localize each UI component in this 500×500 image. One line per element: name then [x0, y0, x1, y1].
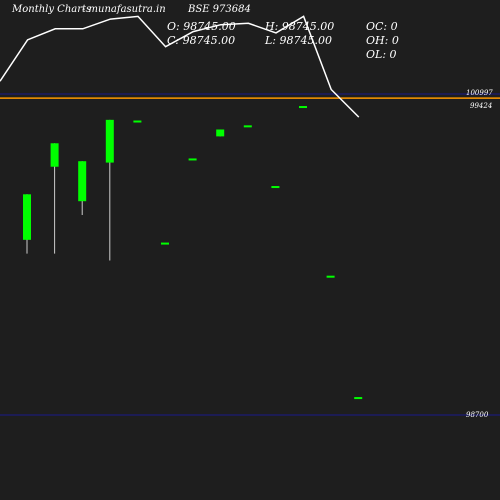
chart-title: Monthly Charts	[12, 4, 92, 15]
low-value: L: 98745.00	[265, 34, 332, 47]
y-tick-label-3: 98700	[466, 411, 489, 419]
oh-value: OH: 0	[366, 34, 399, 47]
y-tick-label-2: 99424	[470, 102, 493, 110]
candle-body	[299, 106, 307, 109]
open-value: O: 98745.00	[167, 20, 236, 33]
candle-body	[271, 186, 280, 189]
high-value: H: 98745.00	[265, 20, 335, 33]
candle-body	[133, 120, 142, 123]
candle-body	[243, 125, 252, 128]
candle-body	[23, 194, 31, 240]
close-value: C: 98745.00	[167, 34, 236, 47]
candle-body	[105, 119, 114, 163]
oc-value: OC: 0	[366, 20, 398, 33]
candle-body	[354, 397, 363, 400]
site-name: - munafasutra.in	[82, 4, 166, 15]
candle-body	[78, 161, 87, 202]
ol-value: OL: 0	[366, 48, 397, 61]
symbol-label: BSE 973684	[188, 4, 251, 15]
y-tick-label-1: 100997	[466, 89, 493, 97]
candle-group	[23, 106, 363, 400]
candle-body	[188, 158, 197, 161]
candle-body	[326, 275, 335, 278]
close-line-series	[0, 15, 360, 118]
candle-body	[216, 129, 225, 137]
candle-body	[50, 143, 59, 167]
candle-body	[161, 242, 169, 245]
